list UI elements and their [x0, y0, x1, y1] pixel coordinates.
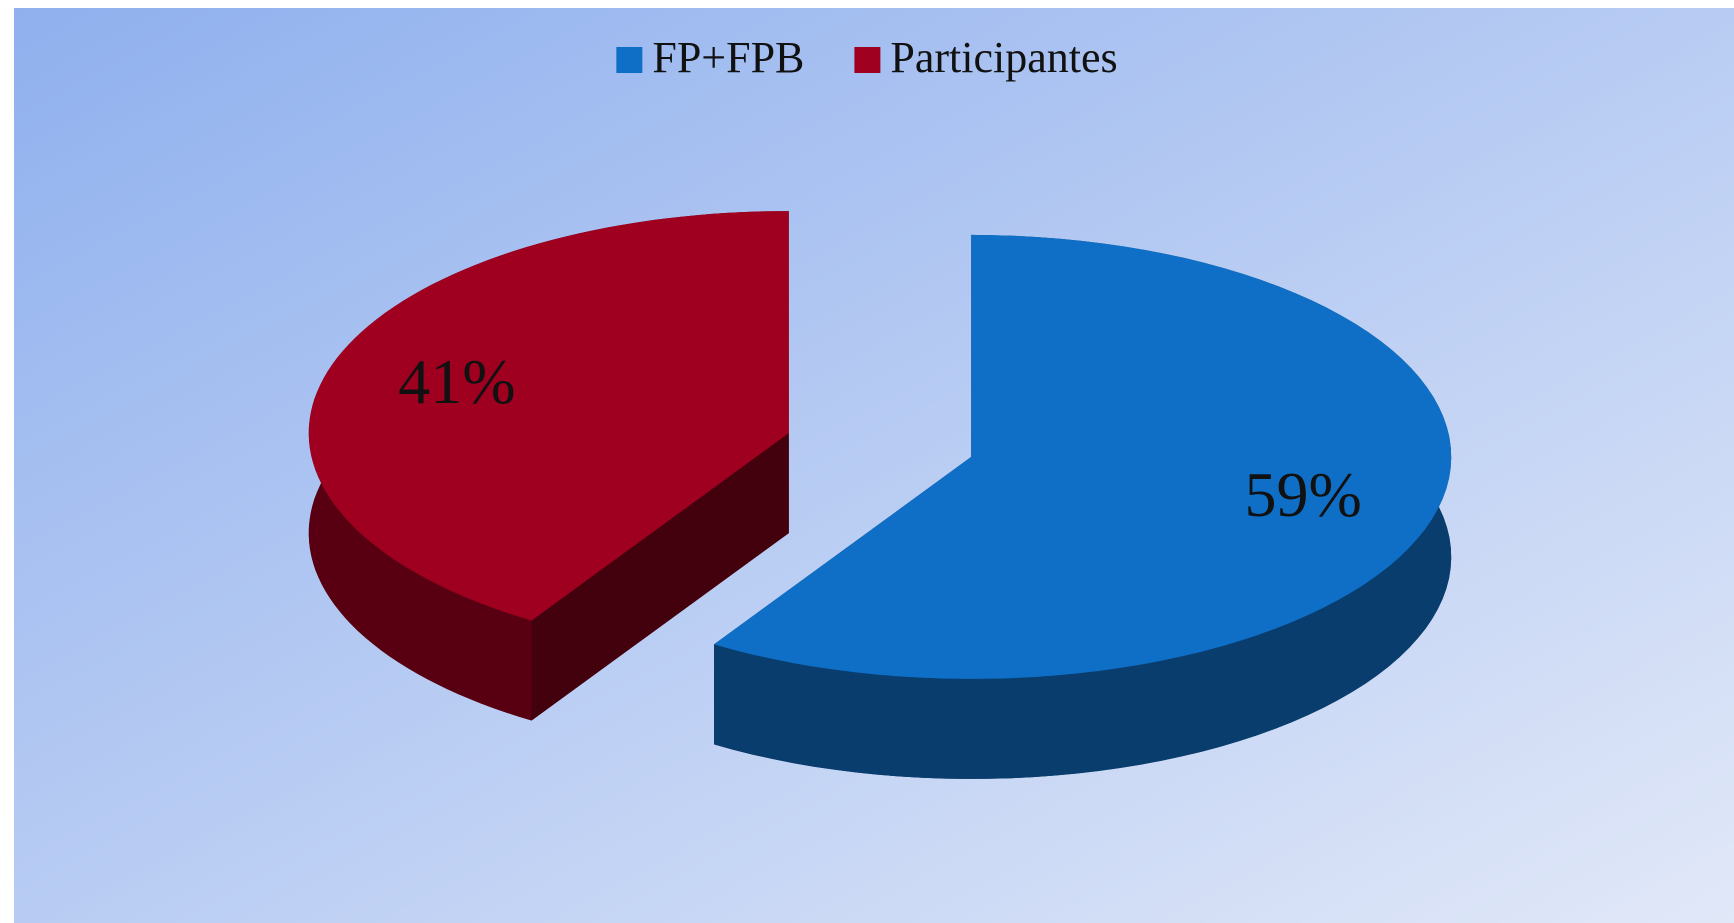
legend-label: Participantes: [890, 33, 1117, 82]
legend-label: FP+FPB: [652, 33, 804, 82]
slice-cut-face: [531, 433, 789, 721]
pie-slice: [714, 234, 1452, 679]
legend-swatch: [854, 47, 881, 73]
legend-swatch: [616, 47, 643, 73]
pie-slice-group: [714, 234, 1452, 779]
data-label: 41%: [398, 346, 515, 417]
pie-slice: [308, 211, 789, 621]
data-label: 59%: [1244, 459, 1361, 530]
pie-slice-group: [308, 211, 789, 721]
chart-background: [14, 8, 1734, 923]
